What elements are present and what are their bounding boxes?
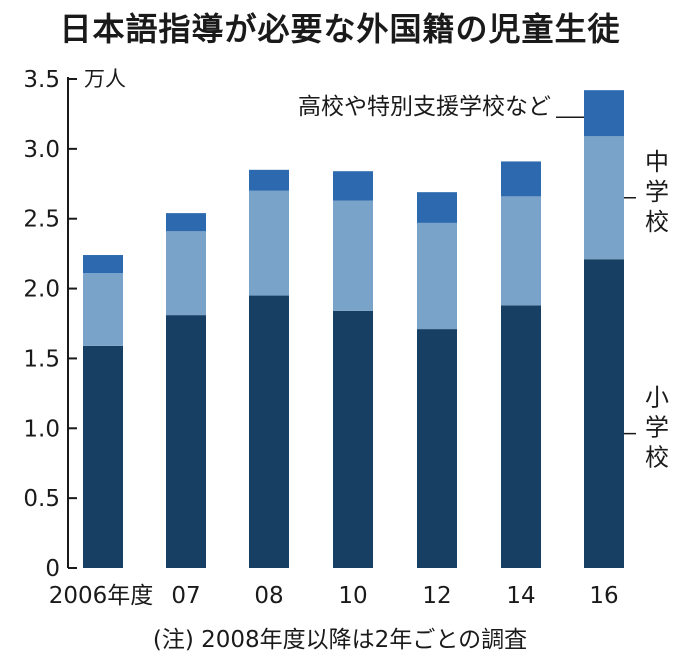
bar-segment-high-school — [501, 161, 541, 197]
legend-label-elementary-char: 学 — [645, 414, 669, 442]
legend-label-junior-high-char: 学 — [645, 178, 669, 206]
bar-segment-junior-high — [417, 222, 457, 330]
bar-segment-junior-high — [501, 196, 541, 306]
chart-title: 日本語指導が必要な外国籍の児童生徒 — [59, 10, 621, 48]
bar-segment-junior-high — [249, 190, 289, 296]
bar-segment-elementary — [501, 305, 541, 568]
bar-segment-elementary — [333, 310, 373, 568]
y-tick-label: 3.5 — [23, 67, 60, 93]
bar-segment-high-school — [584, 90, 624, 137]
bar-segment-high-school — [333, 171, 373, 201]
x-tick-label: 14 — [506, 583, 535, 609]
y-tick-label: 2.5 — [23, 207, 60, 233]
x-tick-label: 10 — [338, 583, 367, 609]
y-tick-label: 2.0 — [23, 277, 60, 303]
legend-label-elementary-char: 小 — [645, 384, 669, 412]
bar-segment-elementary — [584, 259, 624, 568]
legend-label-high-school: 高校や特別支援学校など — [298, 94, 551, 120]
legend-label-junior-high-char: 中 — [645, 148, 669, 176]
bar-segment-elementary — [249, 295, 289, 568]
bar-segment-junior-high — [584, 136, 624, 260]
bar-segment-high-school — [83, 255, 123, 274]
y-tick-label: 1.0 — [23, 416, 60, 442]
bar-segment-elementary — [417, 329, 457, 568]
chart-footnote: (注) 2008年度以降は2年ごとの調査 — [152, 627, 528, 653]
x-tick-label: 08 — [254, 583, 283, 609]
y-tick-label: 0 — [45, 556, 60, 582]
y-tick-label: 3.0 — [23, 137, 60, 163]
bar-segment-high-school — [166, 213, 206, 232]
y-unit-label: 万人 — [84, 67, 126, 91]
bar-segment-elementary — [83, 345, 123, 568]
x-tick-label: 07 — [171, 583, 200, 609]
bar-segment-junior-high — [83, 273, 123, 346]
bar-segment-high-school — [417, 192, 457, 223]
legend-label-elementary-char: 校 — [645, 444, 669, 472]
y-tick-label: 0.5 — [23, 486, 60, 512]
x-tick-label: 12 — [422, 583, 451, 609]
y-tick-label: 1.5 — [23, 346, 60, 372]
bar-segment-junior-high — [166, 231, 206, 316]
bar-segment-elementary — [166, 315, 206, 568]
x-tick-label: 2006年度 — [49, 583, 154, 609]
bar-segment-junior-high — [333, 200, 373, 311]
x-tick-label: 16 — [589, 583, 618, 609]
legend-label-junior-high-char: 校 — [645, 208, 669, 236]
bar-segment-high-school — [249, 169, 289, 191]
